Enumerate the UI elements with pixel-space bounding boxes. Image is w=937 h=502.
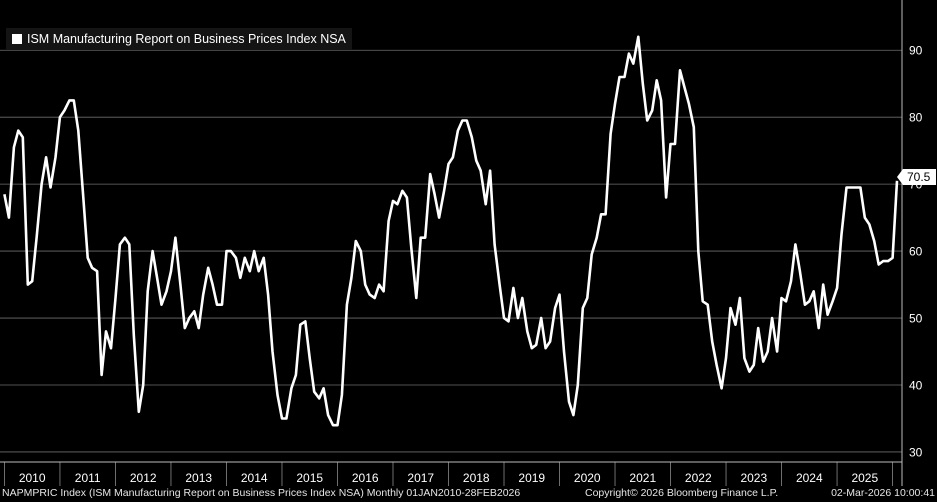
y-tick-label-40: 40 <box>909 379 923 393</box>
x-tick-label-2012: 2012 <box>130 471 157 485</box>
x-tick-label-2023: 2023 <box>740 471 767 485</box>
x-tick-label-2011: 2011 <box>75 471 101 485</box>
y-tick-label-80: 80 <box>909 111 923 125</box>
x-tick-label-2024: 2024 <box>796 471 823 485</box>
y-tick-label-90: 90 <box>909 44 923 58</box>
line-chart: 3040506070809020102011201220132014201520… <box>0 0 923 486</box>
x-tick-label-2010: 2010 <box>19 471 46 485</box>
x-tick-label-2018: 2018 <box>463 471 490 485</box>
x-tick-label-2017: 2017 <box>407 471 434 485</box>
legend: ISM Manufacturing Report on Business Pri… <box>6 28 352 50</box>
y-tick-label-50: 50 <box>909 312 923 326</box>
y-tick-label-60: 60 <box>909 245 923 259</box>
legend-label: ISM Manufacturing Report on Business Pri… <box>27 32 346 46</box>
x-tick-label-2022: 2022 <box>685 471 712 485</box>
legend-swatch <box>12 34 22 44</box>
x-tick-label-2020: 2020 <box>574 471 601 485</box>
x-tick-label-2019: 2019 <box>518 471 545 485</box>
x-tick-label-2025: 2025 <box>851 471 878 485</box>
series-line <box>3 35 899 427</box>
source-text: NAPMPRIC Index (ISM Manufacturing Report… <box>2 487 521 499</box>
x-tick-label-2014: 2014 <box>241 471 268 485</box>
x-tick-label-2015: 2015 <box>296 471 323 485</box>
x-tick-label-2016: 2016 <box>352 471 379 485</box>
timestamp-text: 02-Mar-2026 10:00:41 <box>831 487 935 499</box>
y-tick-label-30: 30 <box>909 445 923 459</box>
x-tick-label-2013: 2013 <box>185 471 212 485</box>
copyright-text: Copyright© 2026 Bloomberg Finance L.P. <box>585 487 779 499</box>
footer: NAPMPRIC Index (ISM Manufacturing Report… <box>0 486 937 502</box>
last-value-badge: 70.5 <box>897 169 936 185</box>
x-tick-label-2021: 2021 <box>629 471 656 485</box>
